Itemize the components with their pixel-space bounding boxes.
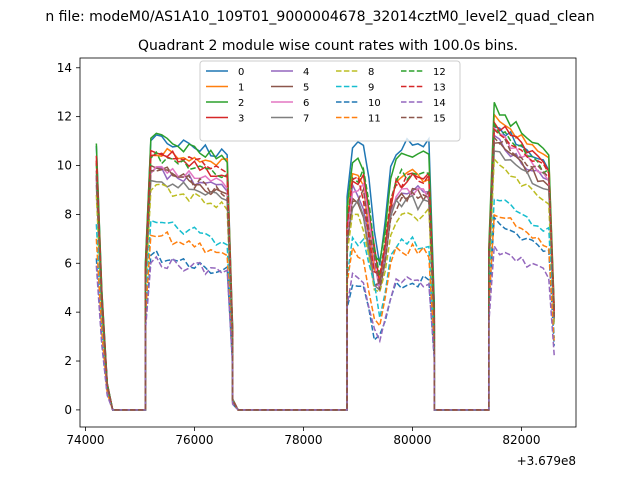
legend-label-15: 15 bbox=[433, 114, 446, 125]
series-line-11 bbox=[95, 213, 555, 411]
series-line-3 bbox=[95, 120, 555, 411]
legend-label-5: 5 bbox=[303, 83, 309, 94]
legend-label-0: 0 bbox=[238, 67, 244, 78]
legend-label-4: 4 bbox=[303, 67, 309, 78]
legend-label-10: 10 bbox=[368, 98, 381, 109]
series-line-5 bbox=[95, 141, 555, 411]
legend-frame bbox=[199, 60, 461, 142]
legend-label-6: 6 bbox=[303, 98, 309, 109]
y-tick-label: 6 bbox=[64, 256, 72, 270]
y-tick-label: 2 bbox=[64, 354, 72, 368]
series-line-9 bbox=[95, 198, 555, 411]
series-line-14 bbox=[95, 243, 555, 411]
x-tick-label: 82000 bbox=[502, 433, 540, 447]
x-tick-label: 80000 bbox=[393, 433, 431, 447]
legend-label-8: 8 bbox=[368, 67, 374, 78]
x-tick-label: 74000 bbox=[66, 433, 104, 447]
series-line-10 bbox=[95, 215, 555, 411]
chart-title: Quadrant 2 module wise count rates with … bbox=[138, 38, 518, 54]
figure-suptitle: n file: modeM0/AS1A10_109T01_9000004678_… bbox=[45, 9, 594, 25]
y-tick-label: 8 bbox=[64, 207, 72, 221]
legend-label-12: 12 bbox=[433, 67, 446, 78]
series-line-4 bbox=[95, 134, 555, 411]
series-line-1 bbox=[95, 112, 555, 411]
legend-label-13: 13 bbox=[433, 83, 446, 94]
y-tick-label: 0 bbox=[64, 403, 72, 417]
y-tick-label: 12 bbox=[57, 110, 72, 124]
x-offset-label: +3.679e8 bbox=[517, 454, 576, 468]
axes-frame bbox=[79, 57, 577, 428]
x-tick-label: 78000 bbox=[284, 433, 322, 447]
y-tick-label: 4 bbox=[64, 305, 72, 319]
legend-label-14: 14 bbox=[433, 98, 446, 109]
legend-label-1: 1 bbox=[238, 83, 244, 94]
y-tick-label: 10 bbox=[57, 159, 72, 173]
legend-label-7: 7 bbox=[303, 114, 309, 125]
legend-label-3: 3 bbox=[238, 114, 244, 125]
plot-lines bbox=[95, 102, 555, 411]
x-tick-label: 76000 bbox=[175, 433, 213, 447]
legend-label-11: 11 bbox=[368, 114, 381, 125]
y-axis: 0 2 4 6 8 10 12 14 bbox=[57, 61, 80, 417]
series-line-7 bbox=[95, 150, 555, 411]
series-line-15 bbox=[95, 135, 555, 411]
series-line-2 bbox=[95, 102, 555, 411]
legend-label-9: 9 bbox=[368, 83, 374, 94]
series-line-8 bbox=[95, 157, 555, 411]
x-axis: 74000 76000 78000 80000 82000 bbox=[66, 427, 541, 447]
y-tick-label: 14 bbox=[57, 61, 72, 75]
legend-label-2: 2 bbox=[238, 98, 244, 109]
